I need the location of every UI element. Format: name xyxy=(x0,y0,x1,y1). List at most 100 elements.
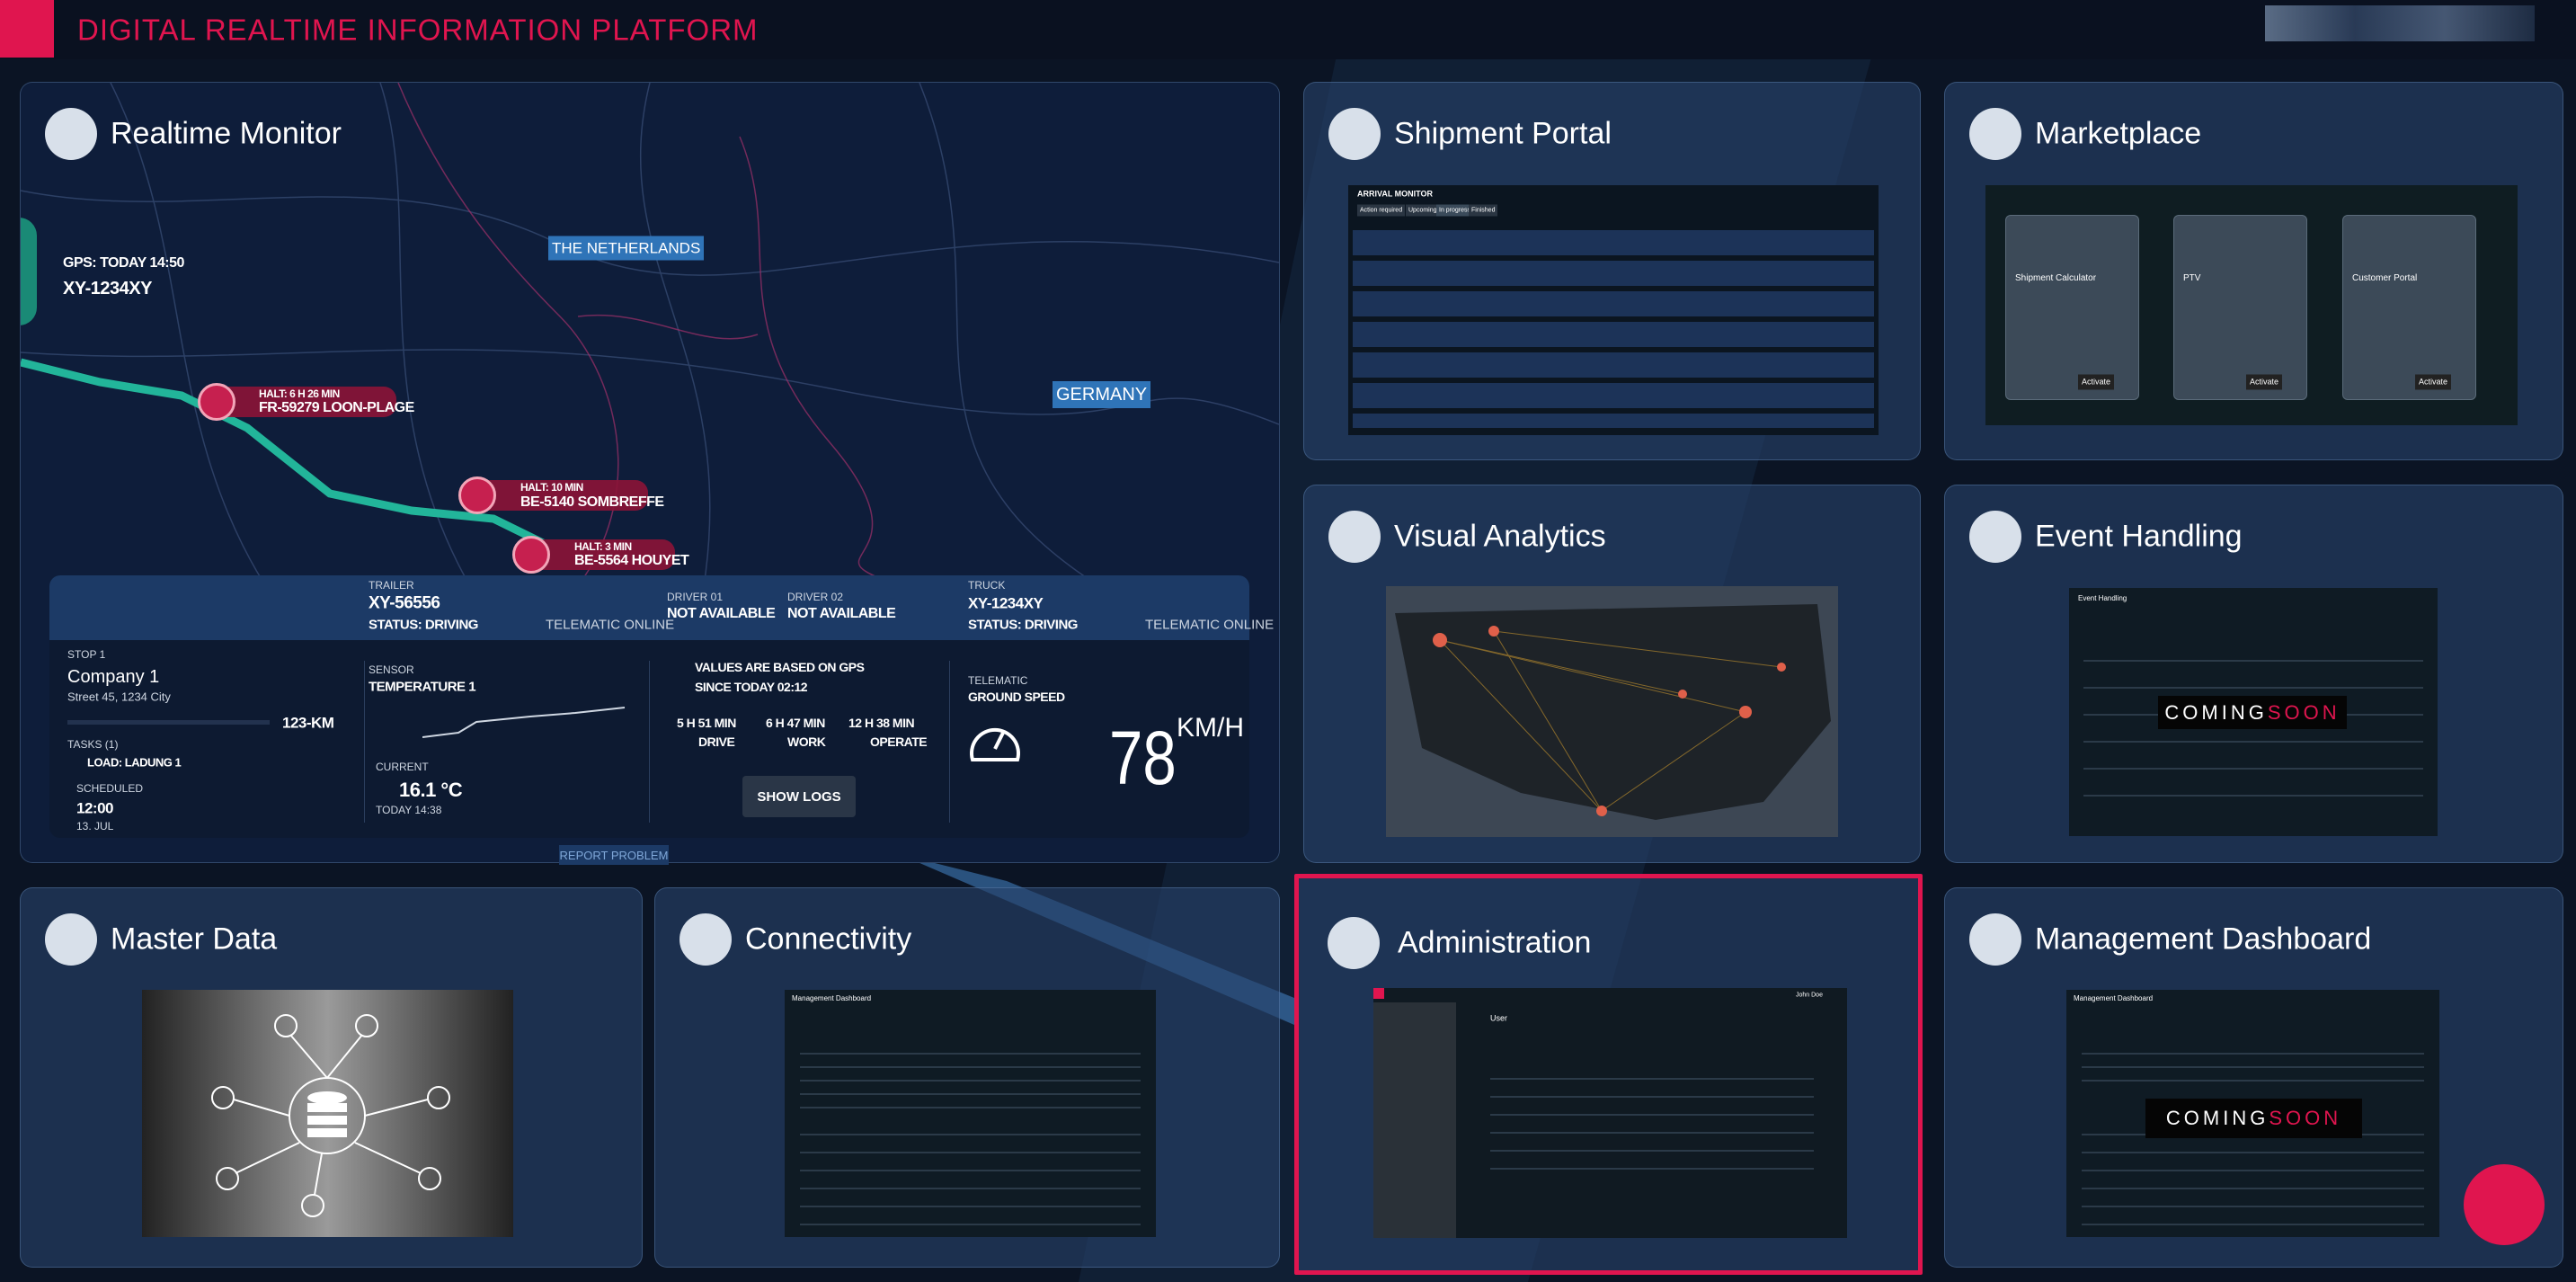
tile-icon xyxy=(45,108,97,160)
label: CURRENT xyxy=(376,761,429,773)
preview-title: Management Dashboard xyxy=(2074,994,2154,1002)
tile-title: Management Dashboard xyxy=(2035,921,2372,957)
driver: NOT AVAILABLE xyxy=(667,606,776,621)
app-title: DIGITAL REALTIME INFORMATION PLATFORM xyxy=(77,13,759,47)
tile[interactable]: Marketplace Shipment Calculator Activate … xyxy=(1944,82,2563,460)
tab: Finished xyxy=(1469,204,1498,217)
label: SCHEDULED xyxy=(76,782,144,795)
status: STATUS: DRIVING xyxy=(968,617,1078,633)
scheduled-date: 13. JUL xyxy=(76,820,114,832)
scheduled-time: 12:00 xyxy=(76,799,113,817)
tile[interactable]: Connectivity Management Dashboard xyxy=(654,887,1280,1268)
trip-panel xyxy=(49,575,1249,838)
stop-tag[interactable] xyxy=(217,387,396,417)
country-label: THE NETHERLANDS xyxy=(548,236,705,261)
tile-title: Master Data xyxy=(111,921,278,957)
tile-icon xyxy=(1328,511,1381,563)
tab: Action required xyxy=(1357,204,1406,217)
telematic-name: GROUND SPEED xyxy=(968,690,1065,704)
stop-halt: HALT: 3 MIN xyxy=(574,540,632,553)
tile-icon xyxy=(1969,511,2021,563)
app-name: PTV xyxy=(2183,273,2201,283)
label: TELEMATIC xyxy=(968,674,1028,687)
speed: 78 xyxy=(1109,716,1177,800)
trailer-id: XY-56556 xyxy=(369,593,440,613)
stop-place: BE-5140 SOMBREFFE xyxy=(520,494,664,510)
tile[interactable]: Administration User John Doe xyxy=(1294,874,1923,1275)
tile-icon xyxy=(1328,917,1380,969)
activate-button[interactable]: Activate xyxy=(2246,374,2283,390)
tile[interactable]: Visual Analytics xyxy=(1303,485,1921,863)
label: TASKS (1) xyxy=(67,738,119,751)
temperature: 16.1 °C xyxy=(399,779,463,801)
duration-label: WORK xyxy=(787,734,826,749)
app-card: Shipment Calculator Activate xyxy=(2005,215,2139,400)
stop-pin[interactable] xyxy=(458,476,496,514)
gps-note: SINCE TODAY 02:12 xyxy=(695,680,808,694)
company: Company 1 xyxy=(67,667,160,687)
tile-title: Event Handling xyxy=(2035,519,2243,554)
soon-text: SOON xyxy=(2269,1107,2342,1129)
preview: User John Doe xyxy=(1373,988,1847,1238)
tile[interactable]: Management Dashboard Management Dashboar… xyxy=(1944,887,2563,1268)
logo[interactable] xyxy=(0,0,54,58)
label: STOP 1 xyxy=(67,648,106,661)
vehicle-plate: XY-1234XY xyxy=(63,279,152,298)
tile[interactable]: Event Handling Event Handling COMING SOON xyxy=(1944,485,2563,863)
telematic-status: TELEMATIC ONLINE xyxy=(1145,617,1275,633)
report-problem-button[interactable]: REPORT PROBLEM xyxy=(559,845,669,865)
activate-button[interactable]: Activate xyxy=(2078,374,2115,390)
preview: ARRIVAL MONITOR Action required Upcoming… xyxy=(1348,185,1879,435)
speed-unit: KM/H xyxy=(1177,713,1244,743)
coming-soon: COMING SOON xyxy=(2145,1099,2362,1138)
tile-title: Connectivity xyxy=(745,921,912,957)
tile[interactable]: Master Data xyxy=(20,887,643,1268)
tile-icon xyxy=(1969,108,2021,160)
stop-tag[interactable] xyxy=(477,480,648,511)
sensor-sparkline xyxy=(422,707,626,738)
duration-label: DRIVE xyxy=(698,734,735,749)
country-label: GERMANY xyxy=(1053,381,1151,408)
stop-halt: HALT: 10 MIN xyxy=(520,481,583,494)
duration: 5 H 51 MIN xyxy=(677,716,736,730)
app-name: Shipment Calculator xyxy=(2015,273,2097,283)
duration-label: OPERATE xyxy=(870,734,928,749)
tile-icon xyxy=(1969,913,2021,966)
preview: Management Dashboard COMING SOON xyxy=(2066,990,2439,1237)
preview-title: Event Handling xyxy=(2078,594,2127,602)
activate-button[interactable]: Activate xyxy=(2415,374,2452,390)
truck-id: XY-1234XY xyxy=(968,594,1044,612)
stop-tag[interactable] xyxy=(531,539,675,570)
user-avatar[interactable] xyxy=(2265,5,2535,41)
shipment-rows xyxy=(1353,230,1874,428)
master-data-image xyxy=(142,990,513,1237)
preview: Event Handling COMING SOON xyxy=(2069,588,2438,836)
coming-text: COMING xyxy=(2165,1107,2270,1129)
label: SENSOR xyxy=(369,663,414,676)
app-card: PTV Activate xyxy=(2173,215,2307,400)
floating-action-button[interactable] xyxy=(2464,1164,2545,1245)
tab: Upcoming xyxy=(1406,204,1440,217)
tab: In progress xyxy=(1436,204,1474,217)
address: Street 45, 1234 City xyxy=(67,690,171,704)
gps-note: VALUES ARE BASED ON GPS xyxy=(695,660,865,674)
tile-title: Realtime Monitor xyxy=(111,116,342,151)
coming-soon: COMING SOON xyxy=(2158,696,2347,729)
stop-pin[interactable] xyxy=(512,536,550,574)
tile-title: Administration xyxy=(1398,925,1592,960)
vehicle-cluster[interactable] xyxy=(21,218,37,325)
tile[interactable]: Shipment Portal ARRIVAL MONITOR Action r… xyxy=(1303,82,1921,460)
header: DIGITAL REALTIME INFORMATION PLATFORM xyxy=(0,0,2576,59)
show-logs-button[interactable]: SHOW LOGS xyxy=(742,776,856,817)
preview-title: ARRIVAL MONITOR xyxy=(1357,189,1434,199)
soon-text: SOON xyxy=(2267,700,2341,724)
preview: Shipment Calculator Activate PTV Activate … xyxy=(1985,185,2518,425)
sensor-name: TEMPERATURE 1 xyxy=(369,679,476,695)
stop-place: BE-5564 HOUYET xyxy=(574,553,689,568)
stop-pin[interactable] xyxy=(198,383,235,421)
preview: Management Dashboard xyxy=(785,990,1156,1237)
distance: 123-KM xyxy=(282,714,334,732)
tile-title: Visual Analytics xyxy=(1394,519,1606,554)
gps-time: GPS: TODAY 14:50 xyxy=(63,255,184,271)
